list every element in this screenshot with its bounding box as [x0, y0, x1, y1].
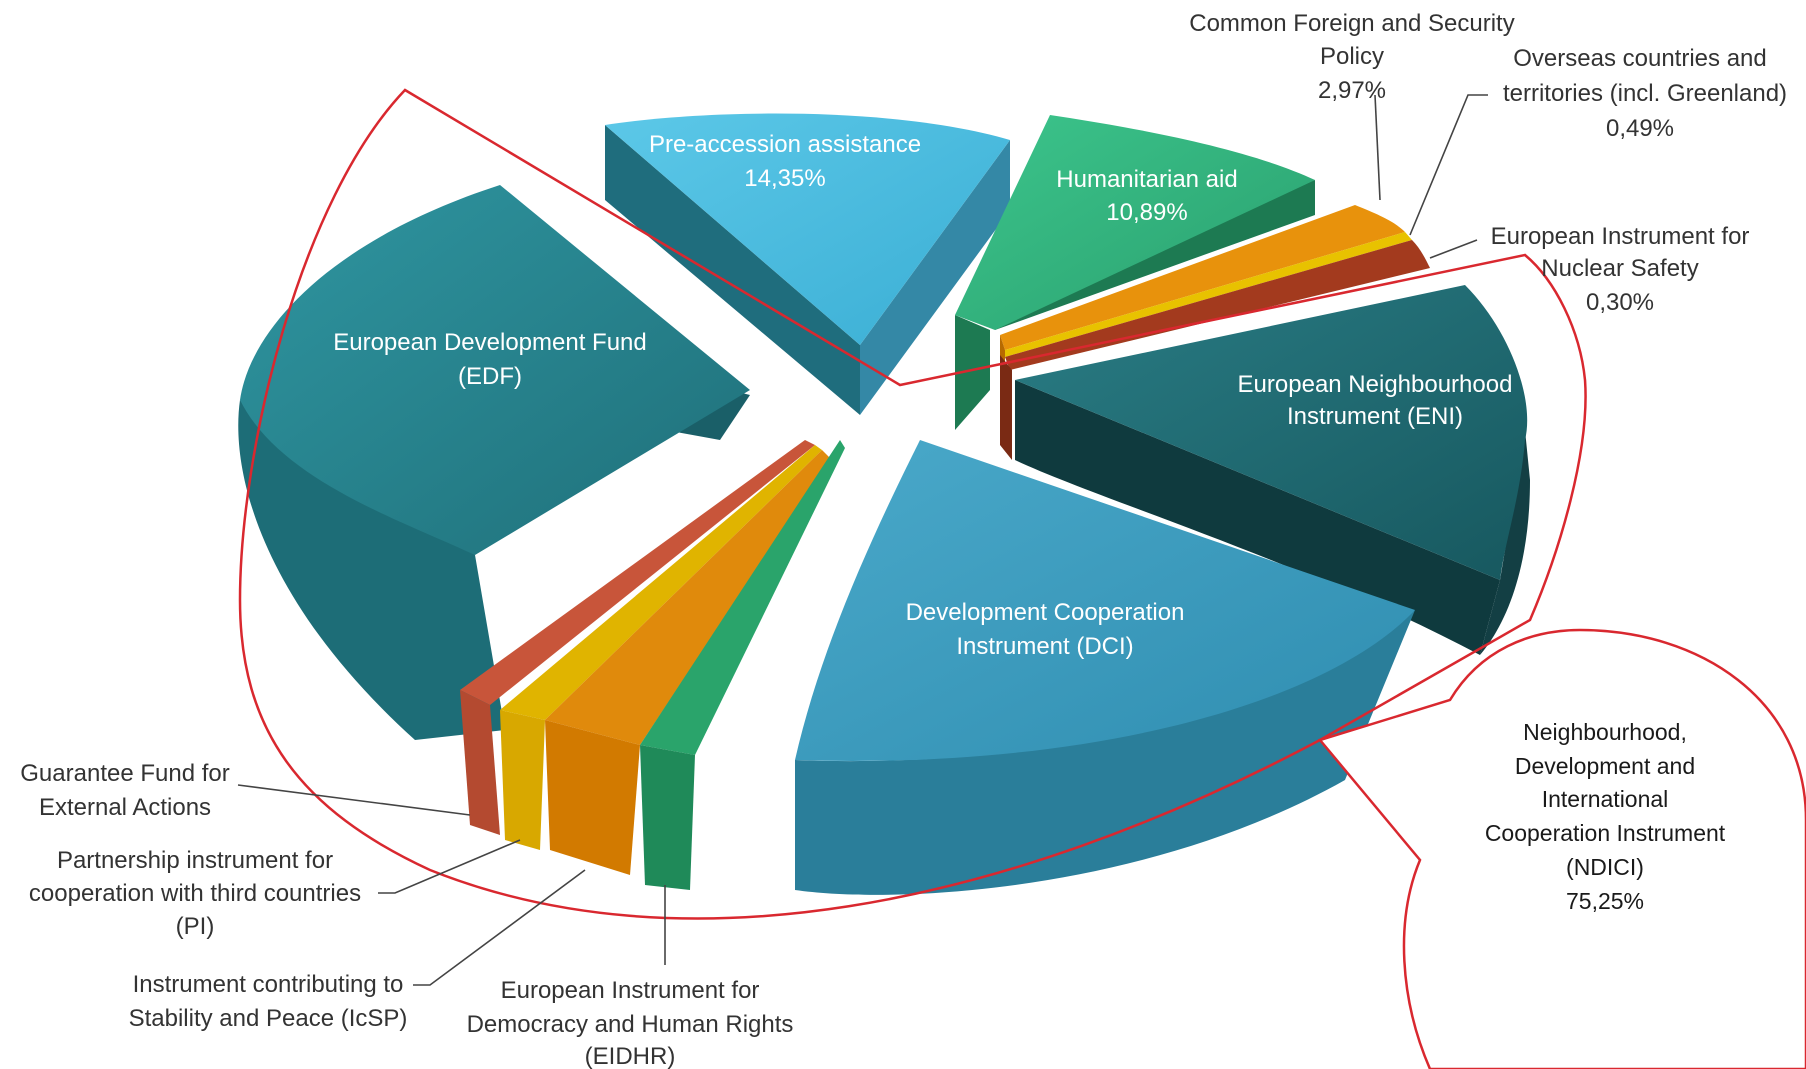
leader-gfea: [237, 784, 471, 816]
label-gfea-line1: Guarantee Fund for: [20, 760, 229, 787]
slice-pi-top: [500, 445, 822, 720]
slice-humanitarian-top: [955, 115, 1315, 330]
label-pre-accession-name: Pre-accession assistance: [649, 131, 921, 158]
label-ndici-line2: Development and: [1515, 753, 1695, 779]
leader-cfsp: [1374, 94, 1381, 201]
label-ndici-value: 75,25%: [1566, 888, 1644, 914]
ndici-outline: [238, 88, 1587, 920]
label-humanitarian-value: 10,89%: [1106, 199, 1187, 226]
label-pre-accession-value: 14,35%: [744, 165, 825, 192]
label-humanitarian-name: Humanitarian aid: [1056, 166, 1237, 193]
leader-lines: [237, 94, 1488, 986]
label-ndici-line5: (NDICI): [1566, 854, 1644, 880]
label-eidhr-line2: Democracy and Human Rights: [467, 1011, 794, 1038]
label-edf-line2: (EDF): [458, 363, 522, 390]
slice-oct-top: [1005, 232, 1412, 357]
label-oct-value: 0,49%: [1606, 115, 1674, 142]
label-oct-line1: Overseas countries and: [1513, 45, 1766, 72]
slice-pre-accession-top: [605, 113, 1010, 346]
label-oct-line2: territories (incl. Greenland): [1503, 80, 1787, 107]
leader-oct: [1409, 94, 1488, 236]
slice-pre-accession-side: [605, 125, 860, 415]
slice-dci: [795, 440, 1415, 895]
label-icsp-line1: Instrument contributing to: [133, 971, 404, 998]
slice-eidhr-side: [640, 745, 695, 890]
label-pi-line1: Partnership instrument for: [57, 847, 333, 874]
slice-dci-side: [795, 610, 1415, 895]
label-eidhr-line1: European Instrument for: [501, 977, 760, 1004]
slice-eins: [1000, 240, 1430, 460]
slice-edf-side: [238, 400, 505, 740]
label-edf-line1: European Development Fund: [333, 329, 647, 356]
slice-edf-top: [240, 185, 750, 555]
leader-pi: [378, 839, 521, 894]
slice-pre-accession: [605, 113, 1010, 415]
slice-pi: [500, 445, 822, 850]
slice-icsp: [545, 450, 830, 875]
slice-eidhr-top: [640, 440, 845, 755]
label-icsp-line2: Stability and Peace (IcSP): [129, 1005, 408, 1032]
label-cfsp-value: 2,97%: [1318, 77, 1386, 104]
slice-gfea-side: [460, 690, 500, 835]
slice-gfea: [460, 440, 815, 835]
label-eins-line2: Nuclear Safety: [1541, 255, 1698, 282]
slice-pre-accession-side2: [860, 140, 1010, 415]
slice-eni: [1015, 285, 1530, 655]
slice-oct: [1005, 232, 1412, 357]
slice-humanitarian: [955, 115, 1315, 430]
label-cfsp-line1: Common Foreign and Security: [1189, 10, 1514, 37]
label-pi-line2: cooperation with third countries: [29, 880, 361, 907]
slice-eidhr: [640, 440, 845, 890]
ndici-bubble: [1317, 628, 1806, 1069]
slice-eni-top: [1015, 285, 1528, 580]
leader-icsp: [413, 869, 586, 986]
label-eins-value: 0,30%: [1586, 289, 1654, 316]
label-dci-line2: Instrument (DCI): [956, 633, 1133, 660]
slice-pi-side: [500, 710, 545, 850]
label-ndici-line4: Cooperation Instrument: [1485, 820, 1726, 846]
slice-eins-side: [1000, 355, 1012, 460]
slice-gfea-top: [460, 440, 815, 705]
label-gfea-line2: External Actions: [39, 794, 211, 821]
label-eni-line2: Instrument (ENI): [1287, 403, 1463, 430]
label-dci-line1: Development Cooperation: [906, 599, 1185, 626]
slice-eni-side: [1015, 380, 1500, 655]
slice-edf: [238, 185, 750, 740]
slice-eins-top: [1005, 240, 1430, 370]
label-ndici-line1: Neighbourhood,: [1523, 719, 1687, 745]
label-cfsp-line2: Policy: [1320, 43, 1384, 70]
label-eidhr-line3: (EIDHR): [585, 1043, 676, 1069]
label-eni-line1: European Neighbourhood: [1238, 371, 1513, 398]
slice-humanitarian-side: [955, 315, 990, 430]
slice-cfsp-top: [1000, 205, 1405, 350]
slice-dci-top: [795, 440, 1415, 761]
label-pi-line3: (PI): [176, 913, 215, 940]
slice-icsp-side: [545, 720, 640, 875]
label-ndici-line3: International: [1542, 786, 1669, 812]
leader-eins: [1429, 239, 1478, 259]
label-eins-line1: European Instrument for: [1491, 223, 1750, 250]
slice-icsp-top: [545, 450, 830, 745]
